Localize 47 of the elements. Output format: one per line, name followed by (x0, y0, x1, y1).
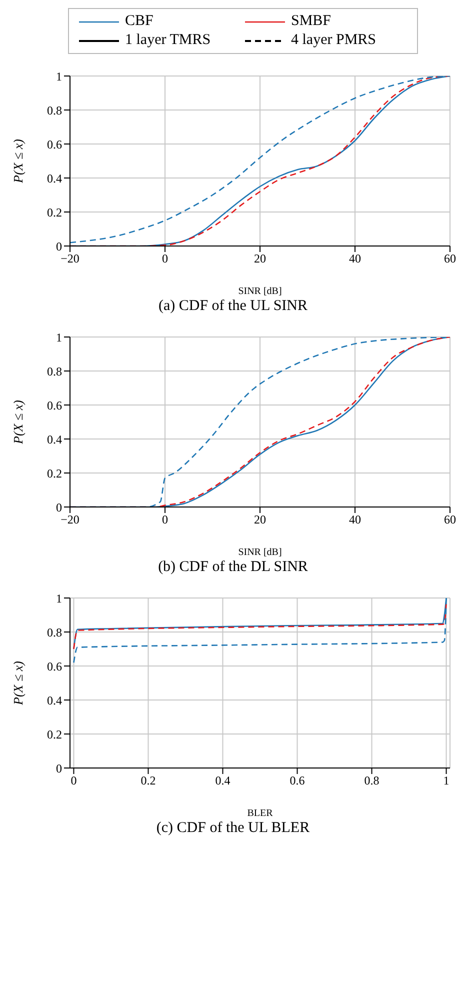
y-tick-label: 0 (56, 500, 62, 514)
y-tick-label: 0.6 (47, 137, 62, 152)
y-tick-label: 0.6 (47, 659, 62, 674)
text: 1 layer TMRS (125, 32, 211, 49)
x-tick-label: 40 (349, 252, 361, 266)
text: CBF (125, 13, 154, 30)
x-tick-label: 60 (444, 252, 456, 266)
x-tick-label: 1 (443, 774, 450, 788)
x-tick-label: 0 (162, 252, 168, 266)
y-axis-title: P(X ≤ x) (10, 400, 26, 445)
x-tick-label: 60 (444, 512, 456, 527)
x-tick-label: 20 (254, 512, 266, 527)
x-axis-title: SINR [dB] (238, 286, 282, 297)
y-tick-label: 0.8 (47, 364, 62, 378)
y-tick-label: 0.2 (47, 466, 62, 480)
y-axis-title: P(X ≤ x) (10, 661, 26, 706)
y-tick-label: 0.2 (47, 205, 62, 220)
y-tick-label: 1 (56, 330, 62, 344)
text: (a) CDF of the UL SINR (157, 298, 308, 315)
y-tick-label: 0.4 (47, 432, 62, 446)
y-axis-title: P(X ≤ x) (10, 139, 26, 184)
x-tick-label: −20 (60, 512, 80, 527)
text: SMBF (291, 13, 332, 30)
x-tick-label: 0.2 (140, 774, 156, 788)
x-tick-label: 0.4 (215, 774, 230, 788)
text: 4 layer PMRS (291, 32, 376, 49)
x-tick-label: 0 (70, 774, 77, 788)
x-tick-label: 0 (162, 512, 168, 527)
text: (b) CDF of the DL SINR (157, 559, 309, 576)
x-tick-label: 40 (349, 512, 361, 527)
y-tick-label: 0.6 (47, 398, 62, 412)
y-tick-label: 0 (56, 761, 62, 776)
y-tick-label: 1 (56, 69, 62, 84)
x-axis-title: BLER (247, 808, 274, 819)
x-tick-label: 20 (254, 252, 266, 266)
text: (c) CDF of the UL BLER (155, 820, 311, 837)
y-tick-label: 0.2 (47, 727, 62, 742)
x-tick-label: −20 (60, 252, 80, 266)
y-tick-label: 0 (56, 239, 62, 254)
y-tick-label: 1 (56, 591, 62, 606)
x-tick-label: 0.8 (364, 774, 380, 788)
y-tick-label: 0.8 (47, 103, 62, 118)
y-tick-label: 0.4 (47, 171, 62, 186)
x-axis-title: SINR [dB] (238, 547, 282, 558)
x-tick-label: 0.6 (290, 774, 305, 788)
y-tick-label: 0.8 (47, 625, 62, 640)
y-tick-label: 0.4 (47, 693, 62, 708)
